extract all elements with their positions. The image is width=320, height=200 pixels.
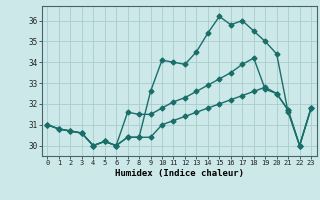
X-axis label: Humidex (Indice chaleur): Humidex (Indice chaleur) bbox=[115, 169, 244, 178]
